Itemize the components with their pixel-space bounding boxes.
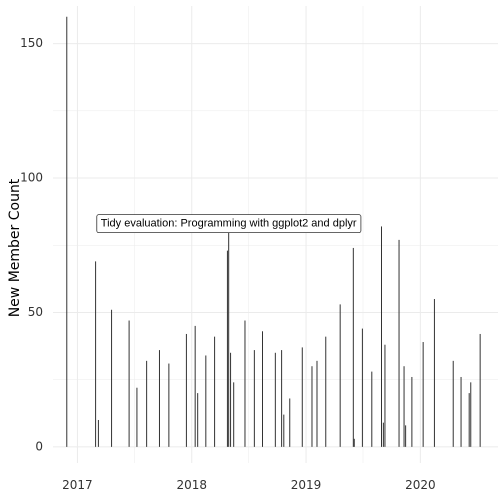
bar	[289, 398, 291, 447]
x-tick-labels: 2017 2018 2019 2020	[62, 478, 435, 492]
bar	[214, 336, 216, 447]
bar	[205, 355, 207, 447]
y-tick-label: 50	[28, 305, 43, 319]
bar	[66, 16, 68, 447]
bar	[233, 382, 235, 447]
bar	[382, 422, 384, 447]
x-tick-label: 2017	[62, 478, 93, 492]
bar	[325, 336, 327, 447]
bar	[194, 325, 196, 447]
bar	[168, 363, 170, 447]
bar	[470, 382, 472, 447]
bar	[381, 226, 382, 447]
bar	[339, 304, 341, 447]
bar	[97, 419, 99, 447]
bar	[136, 387, 138, 447]
bar	[301, 347, 303, 447]
bar	[422, 342, 424, 447]
bar	[226, 250, 228, 447]
y-tick-label: 100	[20, 171, 43, 185]
bar	[253, 350, 255, 447]
x-tick-label: 2019	[291, 478, 322, 492]
bar	[316, 360, 318, 447]
bar	[95, 261, 97, 447]
bar	[361, 328, 363, 447]
bar	[479, 333, 481, 447]
bar	[146, 360, 148, 447]
bar	[244, 320, 246, 447]
bar	[197, 393, 199, 447]
bar	[398, 239, 400, 447]
bar	[433, 299, 435, 447]
bar	[228, 226, 230, 447]
bar	[468, 393, 470, 447]
bar	[230, 352, 232, 447]
bar	[460, 376, 462, 447]
bar	[111, 309, 113, 447]
x-tick-label: 2018	[176, 478, 207, 492]
x-tick-label: 2020	[405, 478, 436, 492]
annotation-layer: Tidy evaluation: Programming with ggplot…	[96, 214, 362, 234]
bar	[128, 320, 130, 447]
bar	[353, 438, 355, 447]
bar	[352, 247, 354, 447]
bar	[283, 414, 285, 447]
bar	[158, 350, 160, 447]
bar	[411, 376, 413, 447]
y-tick-label: 0	[35, 439, 43, 453]
bar	[452, 360, 454, 447]
annotation-label: Tidy evaluation: Programming with ggplot…	[101, 218, 357, 230]
bar	[311, 366, 313, 447]
grid-layer	[53, 6, 498, 463]
y-axis-title: New Member Count	[7, 178, 23, 317]
bar	[403, 366, 405, 447]
bar	[274, 352, 276, 447]
annotation-box	[96, 214, 362, 234]
bar	[405, 425, 407, 447]
bar	[371, 371, 373, 447]
bar	[185, 333, 187, 447]
bar	[281, 350, 283, 447]
bar-layer	[66, 16, 481, 447]
bar	[384, 344, 386, 447]
y-tick-labels: 0 50 100 150	[20, 36, 43, 453]
y-tick-label: 150	[20, 36, 43, 50]
bar	[262, 331, 263, 447]
